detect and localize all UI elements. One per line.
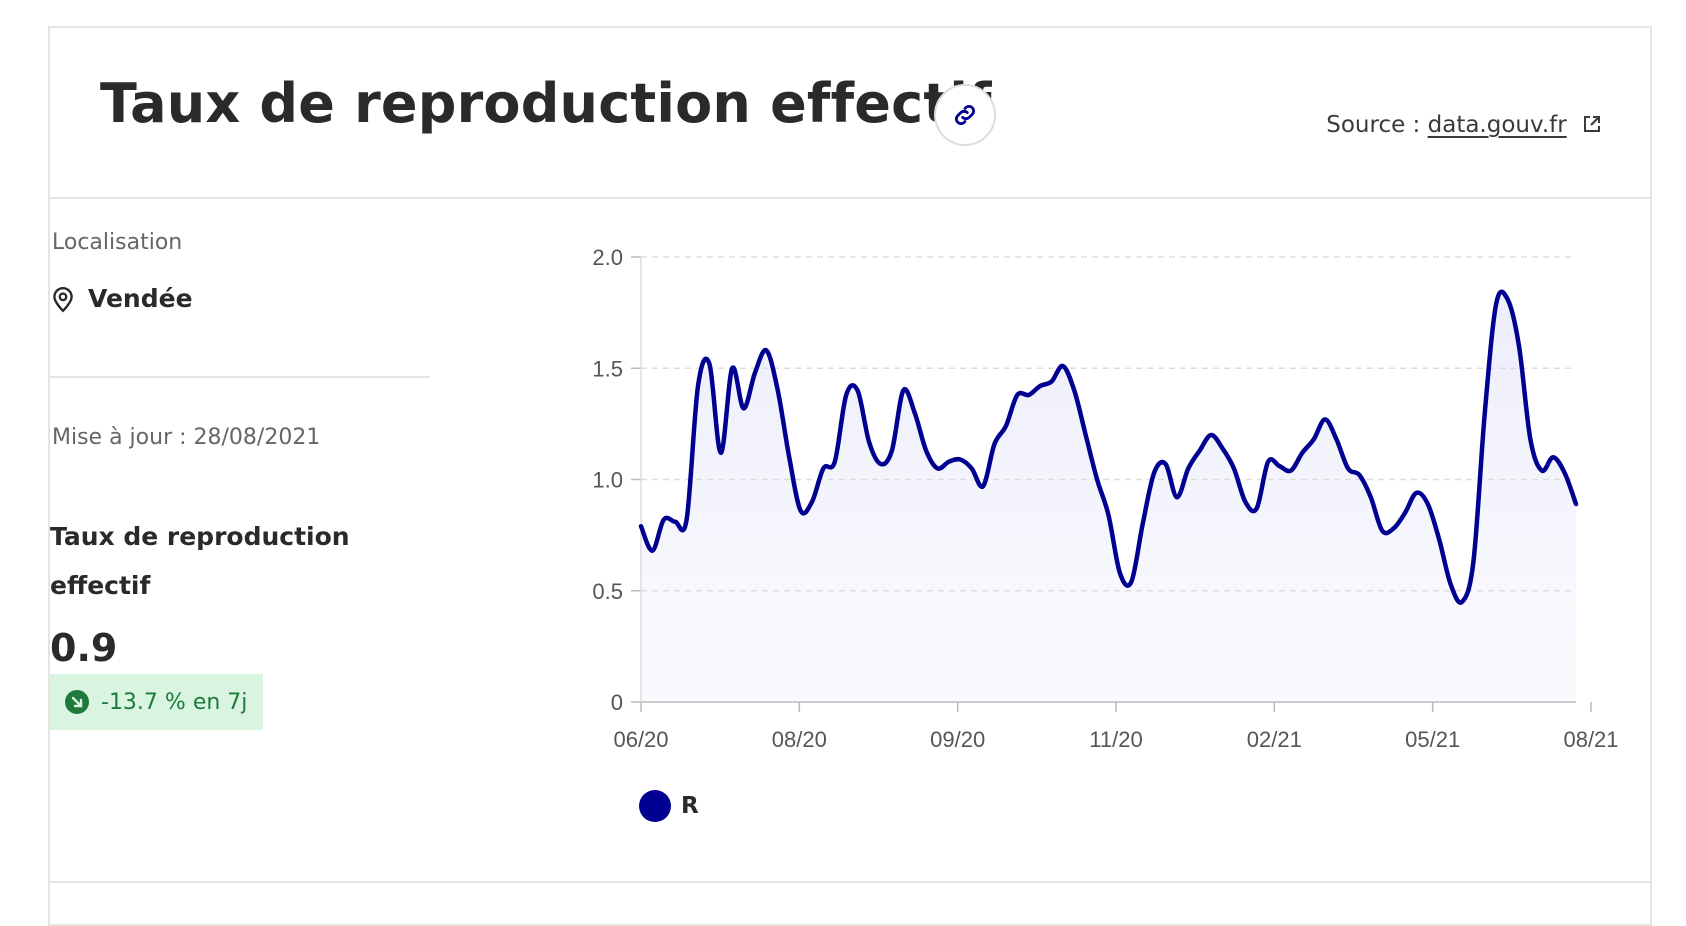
location-selector[interactable]: Vendée	[50, 284, 193, 313]
copy-link-button[interactable]	[934, 84, 996, 146]
x-tick-label: 08/20	[772, 727, 827, 752]
y-tick-label: 0.5	[592, 579, 623, 604]
indicator-value: 0.9	[50, 626, 118, 670]
x-tick-label: 06/20	[613, 727, 668, 752]
external-link-icon	[1584, 116, 1600, 132]
legend-swatch-r	[639, 790, 671, 822]
y-tick-label: 2.0	[592, 245, 623, 270]
indicator-title: Taux de reproduction effectif	[50, 522, 350, 600]
r-line-chart: 0 0.5 1.0 1.5 2.0 06/20 08/20 09/20 11/20 02/21 05…	[592, 245, 1618, 752]
sidebar-divider	[50, 376, 430, 378]
map-pin-icon	[53, 286, 73, 313]
trend-badge: -13.7 % en 7j	[49, 674, 264, 730]
chart-legend: R	[639, 790, 699, 822]
arrow-down-right-icon	[65, 690, 89, 714]
update-date: Mise à jour : 28/08/2021	[52, 425, 321, 450]
source-prefix: Source :	[1326, 112, 1428, 138]
y-tick-label: 1.0	[592, 468, 623, 493]
page-title: Taux de reproduction effectif	[100, 72, 992, 135]
x-tick-label: 09/20	[930, 727, 985, 752]
x-tick-label: 02/21	[1247, 727, 1302, 752]
x-tick-label: 11/20	[1089, 727, 1142, 752]
source-link[interactable]: data.gouv.fr	[1427, 112, 1567, 138]
location-value: Vendée	[88, 284, 193, 313]
card-header: Taux de reproduction effectif Source : d…	[50, 28, 1650, 199]
x-tick-label: 08/21	[1563, 727, 1618, 752]
series-line-r	[638, 289, 1579, 605]
y-tick-label: 0	[611, 690, 623, 715]
location-label: Localisation	[52, 230, 183, 255]
y-tick-label: 1.5	[592, 356, 623, 381]
source-text: Source : data.gouv.fr	[1326, 112, 1602, 138]
legend-label-r: R	[681, 793, 699, 819]
x-tick-label: 05/21	[1405, 727, 1460, 752]
card-footer-divider	[50, 881, 1650, 883]
trend-text: -13.7 % en 7j	[101, 689, 248, 715]
link-icon	[954, 104, 976, 126]
series-area-r	[641, 291, 1576, 702]
